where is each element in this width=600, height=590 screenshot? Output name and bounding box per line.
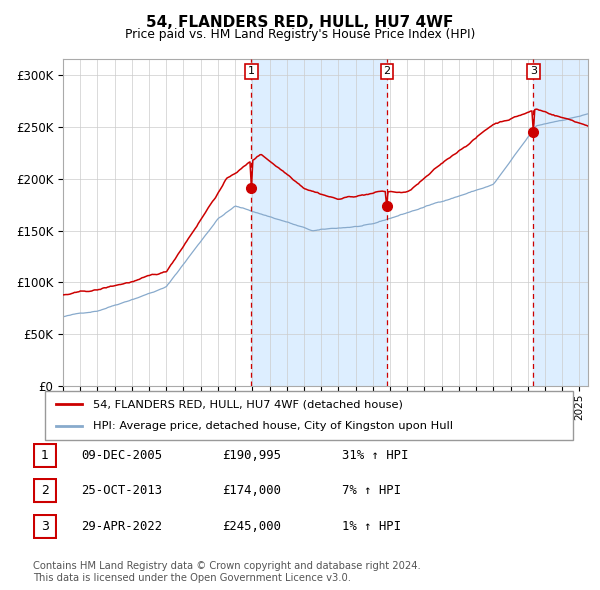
- FancyBboxPatch shape: [34, 515, 56, 537]
- Text: 09-DEC-2005: 09-DEC-2005: [81, 449, 162, 462]
- Text: Contains HM Land Registry data © Crown copyright and database right 2024.
This d: Contains HM Land Registry data © Crown c…: [33, 561, 421, 583]
- FancyBboxPatch shape: [34, 480, 56, 502]
- Text: 1: 1: [248, 67, 255, 77]
- Text: 29-APR-2022: 29-APR-2022: [81, 520, 162, 533]
- Text: 2: 2: [41, 484, 49, 497]
- Bar: [533, 59, 588, 386]
- Text: Price paid vs. HM Land Registry's House Price Index (HPI): Price paid vs. HM Land Registry's House …: [125, 28, 475, 41]
- Text: £174,000: £174,000: [222, 484, 281, 497]
- Text: 2: 2: [383, 67, 391, 77]
- Text: 1: 1: [41, 449, 49, 462]
- Text: 25-OCT-2013: 25-OCT-2013: [81, 484, 162, 497]
- Text: 3: 3: [530, 67, 537, 77]
- Text: 1% ↑ HPI: 1% ↑ HPI: [342, 520, 401, 533]
- Text: £245,000: £245,000: [222, 520, 281, 533]
- Text: 31% ↑ HPI: 31% ↑ HPI: [342, 449, 409, 462]
- Text: HPI: Average price, detached house, City of Kingston upon Hull: HPI: Average price, detached house, City…: [92, 421, 452, 431]
- FancyBboxPatch shape: [45, 391, 573, 440]
- Bar: [251, 59, 387, 386]
- Text: 7% ↑ HPI: 7% ↑ HPI: [342, 484, 401, 497]
- Text: 54, FLANDERS RED, HULL, HU7 4WF (detached house): 54, FLANDERS RED, HULL, HU7 4WF (detache…: [92, 399, 403, 409]
- FancyBboxPatch shape: [34, 444, 56, 467]
- Text: 54, FLANDERS RED, HULL, HU7 4WF: 54, FLANDERS RED, HULL, HU7 4WF: [146, 15, 454, 30]
- Text: 3: 3: [41, 520, 49, 533]
- Text: £190,995: £190,995: [222, 449, 281, 462]
